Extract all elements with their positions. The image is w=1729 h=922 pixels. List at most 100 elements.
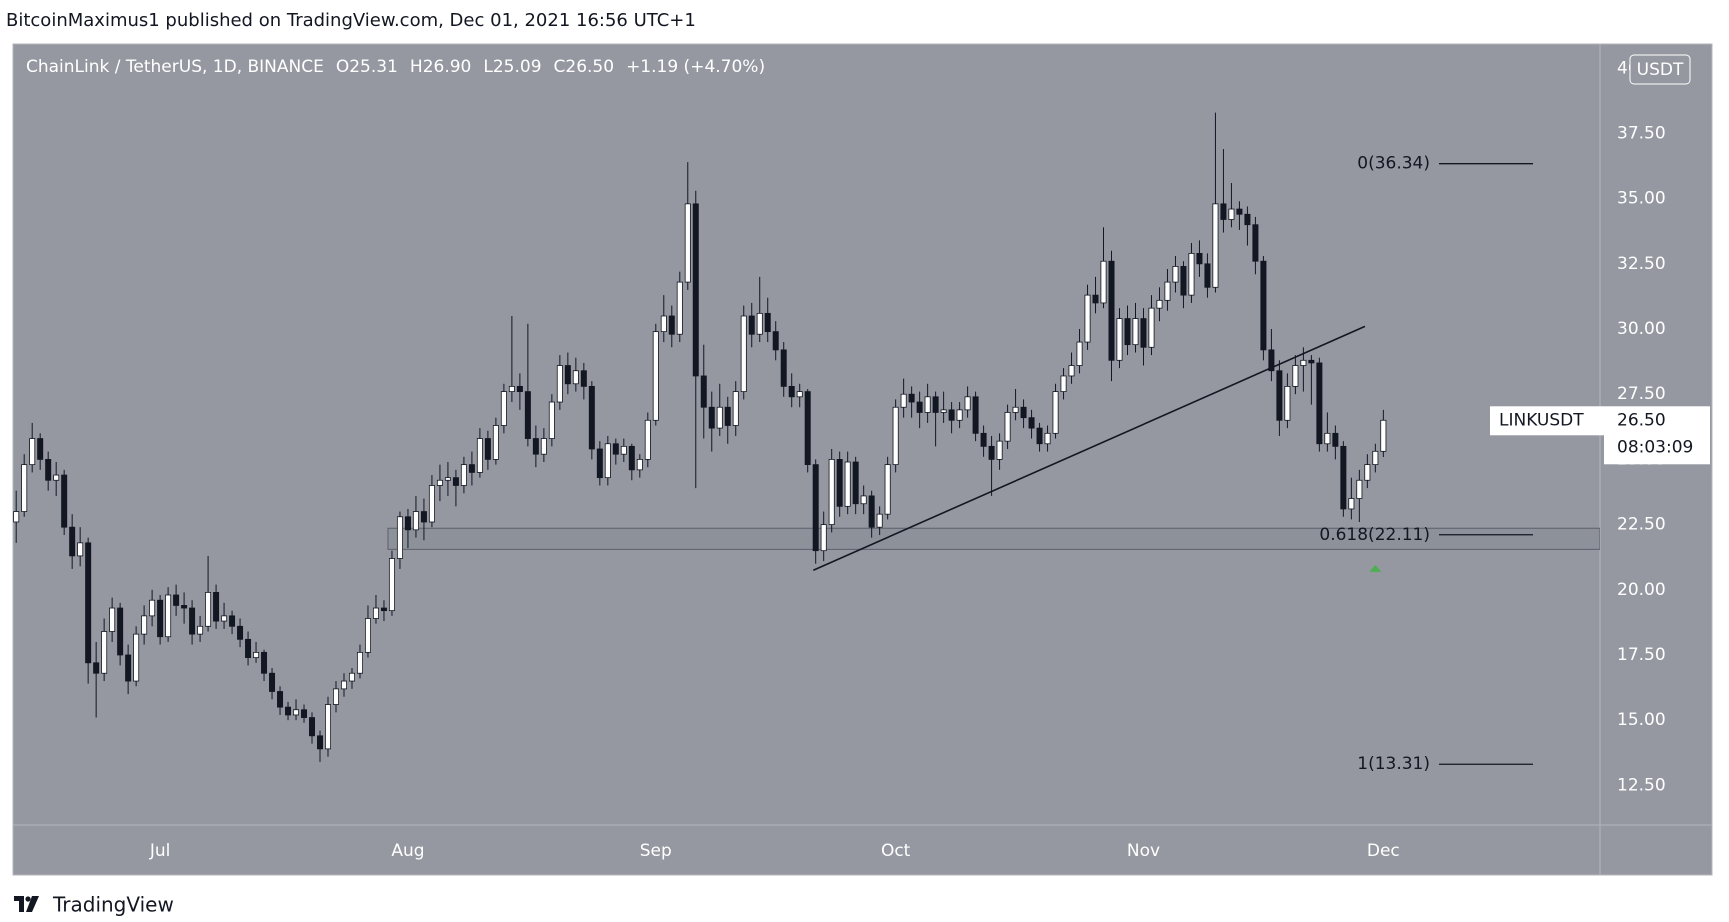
candle-body-up xyxy=(1044,432,1051,445)
candle-body-down xyxy=(804,391,811,466)
candle-body-down xyxy=(980,432,987,447)
candle-body-up xyxy=(1148,307,1155,348)
candle-body-down xyxy=(420,511,427,523)
candle-body-up xyxy=(1172,266,1179,283)
candle-body-down xyxy=(380,607,387,612)
signal-arrow xyxy=(1369,564,1382,572)
candle-body-up xyxy=(1004,412,1011,442)
chart-frame xyxy=(12,43,1713,876)
candle-body-up xyxy=(1348,498,1355,510)
legend-change: +1.19 (+4.70%) xyxy=(626,57,766,77)
candle-body-down xyxy=(261,651,268,674)
candle-body-down xyxy=(452,477,459,486)
candle-body-up xyxy=(1356,479,1363,499)
candle-body-up xyxy=(820,524,827,552)
candle-body-down xyxy=(564,365,571,385)
candle-body-down xyxy=(1236,208,1243,215)
candle-body-up xyxy=(828,459,835,525)
candle-body-down xyxy=(724,406,731,426)
candle-body-down xyxy=(1124,318,1131,346)
candle-body-up xyxy=(996,440,1003,460)
candle-body-up xyxy=(572,370,579,385)
candle-body-up xyxy=(620,445,627,455)
candle-body-down xyxy=(932,396,939,413)
symbol-label: LINKUSDT xyxy=(1499,410,1584,430)
candle-body-up xyxy=(548,401,555,439)
y-tick-label: 17.50 xyxy=(1617,645,1666,665)
candle-body-up xyxy=(1156,299,1163,309)
y-tick-label: 20.00 xyxy=(1617,580,1666,600)
tv-logo xyxy=(14,896,39,912)
candle-body-down xyxy=(484,438,491,460)
candle-body-up xyxy=(884,464,891,515)
candle-body-up xyxy=(716,406,723,429)
candle-body-down xyxy=(69,526,76,557)
candle-body-down xyxy=(93,662,100,674)
legend-open: O25.31 xyxy=(335,57,398,77)
candle-body-up xyxy=(332,688,339,705)
candle-body-down xyxy=(237,625,244,640)
candle-body-up xyxy=(796,391,803,398)
candle-body-up xyxy=(444,477,451,481)
candle-body-up xyxy=(676,281,683,335)
y-tick-label: 15.00 xyxy=(1617,710,1666,730)
candle-body-up xyxy=(1012,406,1019,413)
y-tick-label: 37.50 xyxy=(1617,123,1666,143)
candle-body-down xyxy=(173,594,180,606)
candle-body-down xyxy=(1092,294,1099,304)
candle-body-up xyxy=(1076,341,1083,366)
candle-body-down xyxy=(1108,260,1115,361)
candle-body-down xyxy=(1340,445,1347,510)
candle-body-down xyxy=(596,448,603,479)
candle-body-up xyxy=(732,391,739,426)
candle-body-up xyxy=(101,631,108,674)
candle-body-up xyxy=(844,461,851,507)
candle-body-up xyxy=(1380,419,1387,452)
candle-body-up xyxy=(508,385,515,393)
candle-body-up xyxy=(860,495,867,505)
candle-body-up xyxy=(412,511,419,531)
candle-body-down xyxy=(1204,263,1211,288)
currency-badge-bg xyxy=(1629,54,1691,85)
y-tick-label: 32.50 xyxy=(1617,254,1666,274)
candle-body-down xyxy=(628,445,635,471)
candle-body-down xyxy=(301,709,308,718)
candle-body-up xyxy=(892,406,899,466)
fib-level-label: 0(36.34) xyxy=(1357,154,1430,174)
support-zone xyxy=(387,527,1600,550)
legend-high: H26.90 xyxy=(409,57,472,77)
candle-body-up xyxy=(364,618,371,653)
candle-body-up xyxy=(1116,318,1123,361)
candle-body-down xyxy=(277,691,284,708)
candle-body-down xyxy=(764,312,771,333)
candle-body-up xyxy=(740,315,747,393)
candle-body-down xyxy=(269,672,276,692)
y-tick-label: 22.50 xyxy=(1617,515,1666,535)
candle-body-up xyxy=(540,438,547,455)
candle-body-up xyxy=(684,203,691,283)
candle-body-down xyxy=(1028,417,1035,429)
candle-body-down xyxy=(1196,252,1203,265)
candle-body-down xyxy=(788,385,795,398)
candle-body-down xyxy=(157,599,164,638)
candle-body-down xyxy=(772,331,779,351)
candle-body-up xyxy=(1324,432,1331,445)
x-tick-label: Dec xyxy=(1367,841,1400,861)
x-tick-label: Aug xyxy=(391,841,424,861)
candle-body-down xyxy=(588,385,595,450)
x-tick-label: Sep xyxy=(640,841,672,861)
candle-body-down xyxy=(1244,213,1251,226)
candle-body-up xyxy=(660,315,667,333)
candle-body-down xyxy=(1180,266,1187,296)
candle-body-up xyxy=(396,516,403,559)
candle-body-down xyxy=(836,459,843,507)
candle-body-down xyxy=(692,203,699,377)
candle-body-up xyxy=(1292,365,1299,387)
candle-body-up xyxy=(205,591,212,627)
candle-body-down xyxy=(852,461,859,505)
candle-body-up xyxy=(636,459,643,471)
candle-body-down xyxy=(245,638,252,658)
candle-body-down xyxy=(1036,427,1043,445)
